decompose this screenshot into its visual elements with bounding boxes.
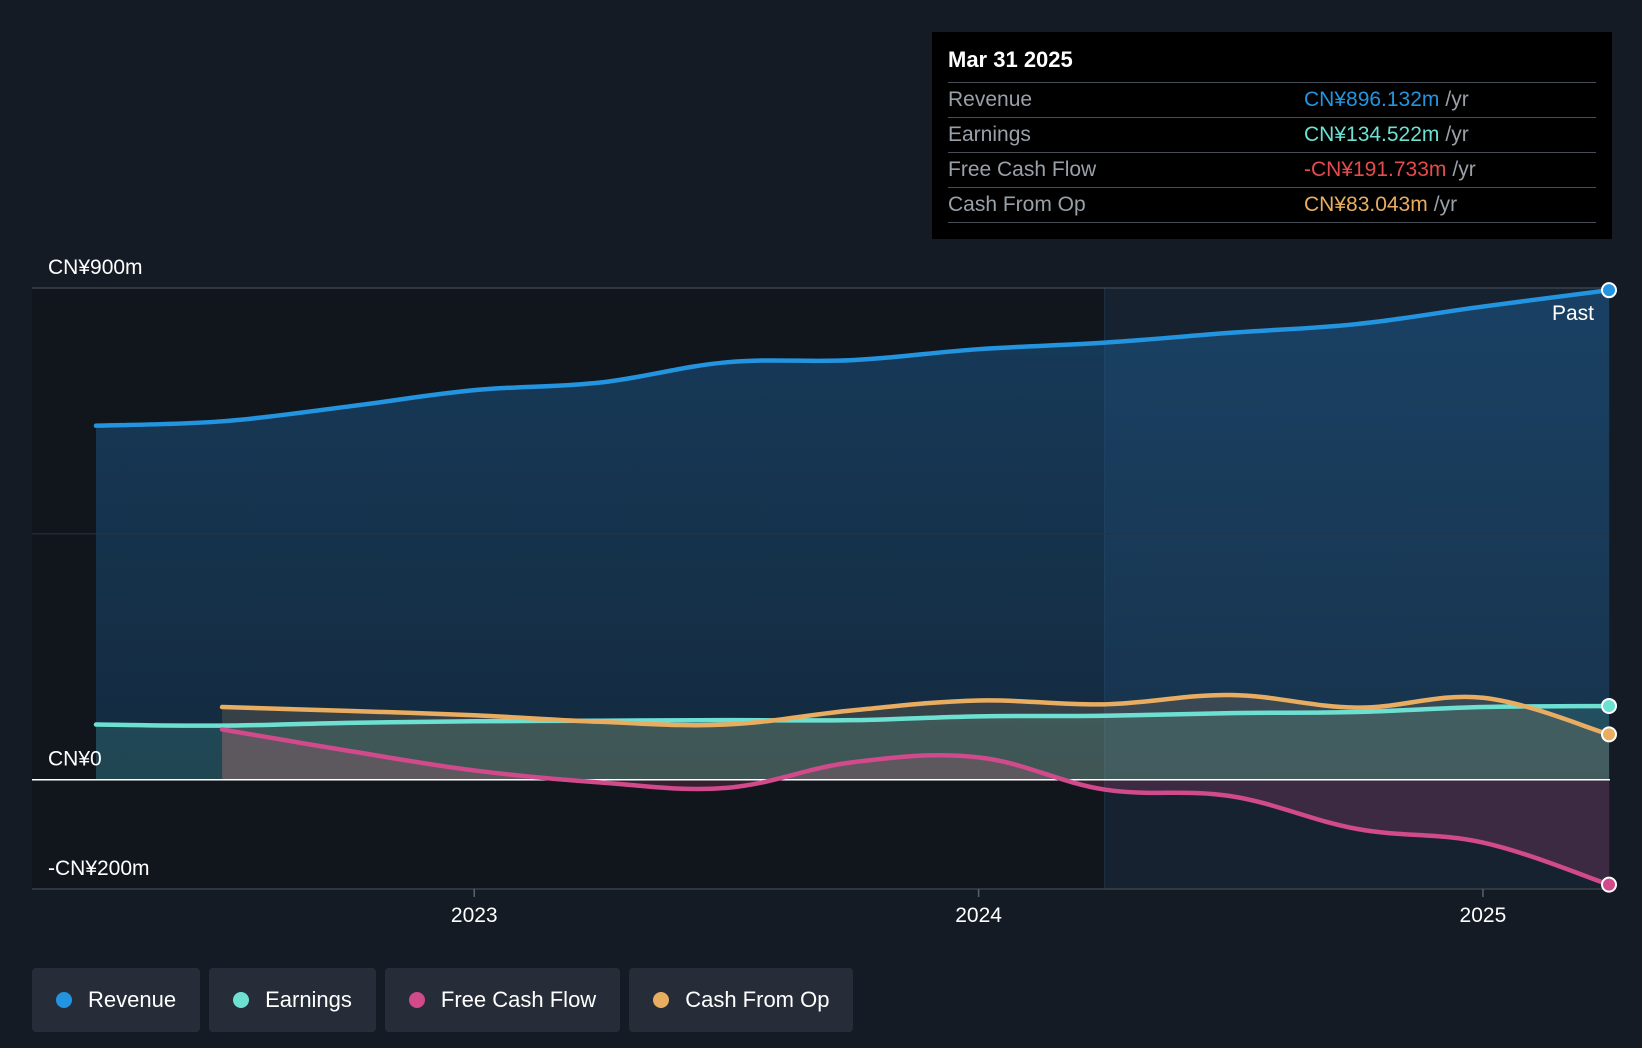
tooltip-label: Revenue	[948, 88, 1033, 111]
legend-item-revenue[interactable]: Revenue	[32, 968, 201, 1032]
series-line-earnings	[93, 703, 1612, 728]
tooltip-unit: /yr	[1433, 193, 1458, 216]
series-end-point-free-cash-flow	[1601, 876, 1617, 893]
tooltip-row-revenue: Revenue CN¥896.132m/yr	[948, 83, 1596, 118]
x-tick-label: 2023	[451, 904, 498, 927]
tooltip-label: Cash From Op	[948, 193, 1086, 216]
area-cash-from-op	[222, 695, 1609, 780]
series-line-revenue	[93, 287, 1612, 428]
past-label: Past	[1552, 302, 1594, 325]
financial-chart: CN¥900m CN¥0 -CN¥200m 2023 2024 2025 Past	[32, 256, 1617, 927]
legend-label: Revenue	[88, 987, 177, 1012]
tooltip-value: CN¥896.132m	[1304, 88, 1440, 111]
tooltip-value-wrap: CN¥896.132m/yr	[1304, 83, 1469, 117]
x-tick-label: 2024	[955, 904, 1002, 927]
legend-label: Free Cash Flow	[440, 987, 597, 1012]
series-line-cash-from-op	[219, 692, 1612, 737]
series-end-point-earnings	[1601, 697, 1617, 714]
area-free-cash-flow	[222, 729, 1609, 885]
area-earnings	[96, 705, 1609, 780]
tooltip-value: -CN¥191.733m	[1304, 158, 1447, 181]
chart-legend: Revenue Earnings Free Cash Flow Cash Fro…	[32, 968, 854, 1032]
legend-dot-icon	[233, 992, 250, 1008]
series-line-free-cash-flow	[219, 727, 1612, 887]
y-tick-label: CN¥900m	[48, 256, 143, 279]
tooltip-unit: /yr	[1445, 123, 1469, 146]
series-end-point-cash-from-op	[1601, 726, 1617, 743]
area-revenue	[96, 290, 1609, 780]
legend-label: Earnings	[265, 987, 352, 1012]
tooltip-row-free-cash-flow: Free Cash Flow -CN¥191.733m/yr	[948, 153, 1596, 188]
tooltip-value: CN¥134.522m	[1304, 123, 1440, 146]
tooltip-label: Free Cash Flow	[948, 158, 1097, 181]
tooltip-date: Mar 31 2025	[948, 46, 1596, 83]
legend-label: Cash From Op	[685, 987, 830, 1012]
legend-dot-icon	[653, 992, 670, 1008]
legend-item-free-cash-flow[interactable]: Free Cash Flow	[384, 968, 621, 1032]
tooltip-value-wrap: CN¥83.043m/yr	[1304, 188, 1457, 222]
series-end-point-revenue	[1601, 282, 1617, 299]
tooltip-row-cash-from-op: Cash From Op CN¥83.043m/yr	[948, 188, 1596, 223]
legend-dot-icon	[408, 992, 425, 1008]
tooltip-unit: /yr	[1445, 88, 1469, 111]
tooltip-label: Earnings	[948, 123, 1031, 146]
tooltip-unit: /yr	[1452, 158, 1476, 181]
legend-dot-icon	[56, 992, 72, 1008]
legend-item-cash-from-op[interactable]: Cash From Op	[629, 968, 854, 1032]
tooltip-value-wrap: CN¥134.522m/yr	[1304, 118, 1469, 152]
tooltip-value: CN¥83.043m	[1304, 193, 1428, 216]
y-tick-label: CN¥0	[48, 748, 102, 771]
tooltip-panel: Mar 31 2025 Revenue CN¥896.132m/yr Earni…	[932, 32, 1612, 239]
x-tick-label: 2025	[1460, 904, 1507, 927]
tooltip-value-wrap: -CN¥191.733m/yr	[1304, 153, 1476, 187]
legend-item-earnings[interactable]: Earnings	[209, 968, 376, 1032]
tooltip-row-earnings: Earnings CN¥134.522m/yr	[948, 118, 1596, 153]
y-tick-label: -CN¥200m	[48, 857, 150, 880]
